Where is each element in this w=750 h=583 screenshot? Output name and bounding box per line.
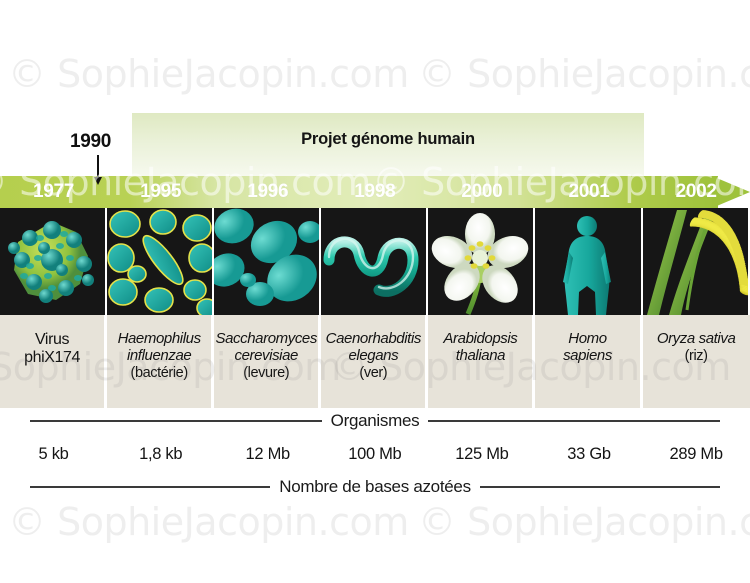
timeline-arrow: 1977 1995 1996 1998 2000 2001 2002 (0, 176, 750, 208)
timeline-year-1998: 1998 (354, 181, 396, 202)
timeline-year-labels: 1977 1995 1996 1998 2000 2001 2002 (0, 176, 750, 208)
organism-image-cell-1977 (0, 208, 107, 315)
divider-line-right (428, 420, 720, 422)
organism-name-cell-1996: Saccharomyces cerevisiae (levure) (214, 315, 322, 408)
worm-icon (321, 208, 427, 315)
organism-name-row: Virus phiX174 Haemophilus influenzae (bactér… (0, 315, 750, 408)
organism-image-cell-1995 (107, 208, 214, 315)
organism-name-cell-2002: Oryza sativa (riz) (642, 315, 750, 408)
rice-icon (642, 208, 748, 315)
base-count-2002: 289 Mb (669, 444, 723, 463)
divider-line-right (479, 486, 720, 488)
organism-common-name: (levure) (243, 364, 290, 381)
organism-name-cell-1998: Caenorhabditis elegans (ver) (321, 315, 429, 408)
organism-sci-name-line2: influenzae (126, 346, 192, 364)
organism-common-name: (bactérie) (130, 364, 189, 381)
flower-icon (428, 208, 534, 315)
down-arrow-icon (94, 155, 102, 185)
organism-name-cell-1995: Haemophilus influenzae (bactérie) (107, 315, 215, 408)
organisms-divider: Organismes (0, 408, 750, 434)
base-count-1995: 1,8 kb (139, 444, 183, 463)
organisms-label: Organismes (330, 411, 420, 430)
human-icon (535, 208, 641, 315)
timeline-arrow-head-icon (712, 176, 750, 208)
project-banner-title: Projet génome humain (301, 130, 475, 148)
timeline-year-1977: 1977 (33, 181, 75, 202)
organism-image-cell-1998 (321, 208, 428, 315)
organism-name-cell-2000: Arabidopsis thaliana (428, 315, 536, 408)
organism-sci-name-line1: Caenorhabditis (325, 330, 422, 347)
timeline-year-2002: 2002 (675, 181, 717, 202)
timeline-year-2001: 2001 (568, 181, 610, 202)
organism-sci-name-line2: cerevisiae (234, 346, 298, 364)
organism-sci-name-line2: sapiens (563, 346, 612, 364)
timeline-year-2000: 2000 (461, 181, 503, 202)
organism-image-cell-2001 (535, 208, 642, 315)
yeast-icon (214, 208, 320, 315)
timeline-bar (0, 176, 718, 208)
bacteria-icon (107, 208, 213, 315)
organism-sci-name-line2: phiX174 (24, 348, 80, 366)
base-count-2000: 125 Mb (455, 444, 509, 463)
divider-line-left (30, 420, 322, 422)
timeline-year-1996: 1996 (247, 181, 289, 202)
organism-sci-name-line1: Oryza sativa (656, 330, 736, 347)
organism-image-row (0, 208, 750, 315)
base-count-2001: 33 Gb (567, 444, 611, 463)
organism-sci-name-line1: Virus (34, 331, 70, 348)
year-marker-1990: 1990 (70, 131, 112, 185)
organism-sci-name-line1: Arabidopsis (443, 330, 518, 347)
organism-sci-name-line2: elegans (348, 346, 399, 364)
organism-sci-name-line1: Homo (568, 330, 607, 347)
organism-image-cell-2002 (642, 208, 750, 315)
bases-divider: Nombre de bases azotées (0, 474, 750, 500)
virus-phix174-icon (0, 208, 106, 315)
organism-name-cell-1977: Virus phiX174 (0, 315, 108, 408)
base-count-1998: 100 Mb (348, 444, 402, 463)
organism-sci-name-line2: thaliana (455, 346, 506, 364)
organism-name-cell-2001: Homo sapiens (535, 315, 643, 408)
base-count-1977: 5 kb (38, 444, 69, 463)
bases-label: Nombre de bases azotées (279, 477, 471, 496)
organism-common-name: (ver) (359, 364, 388, 381)
base-count-row: 5 kb 1,8 kb 12 Mb 100 Mb 125 Mb 33 Gb 289 Mb (0, 434, 750, 474)
year-marker-label: 1990 (70, 131, 112, 152)
organism-sci-name-line1: Haemophilus (117, 330, 202, 347)
organism-image-cell-2000 (428, 208, 535, 315)
organism-sci-name-line1: Saccharomyces (215, 330, 317, 347)
organism-image-cell-1996 (214, 208, 321, 315)
base-count-1996: 12 Mb (245, 444, 291, 463)
organism-common-name: (riz) (684, 347, 708, 364)
timeline-year-1995: 1995 (140, 181, 182, 202)
project-banner: Projet génome humain (132, 113, 644, 176)
divider-line-left (30, 486, 271, 488)
